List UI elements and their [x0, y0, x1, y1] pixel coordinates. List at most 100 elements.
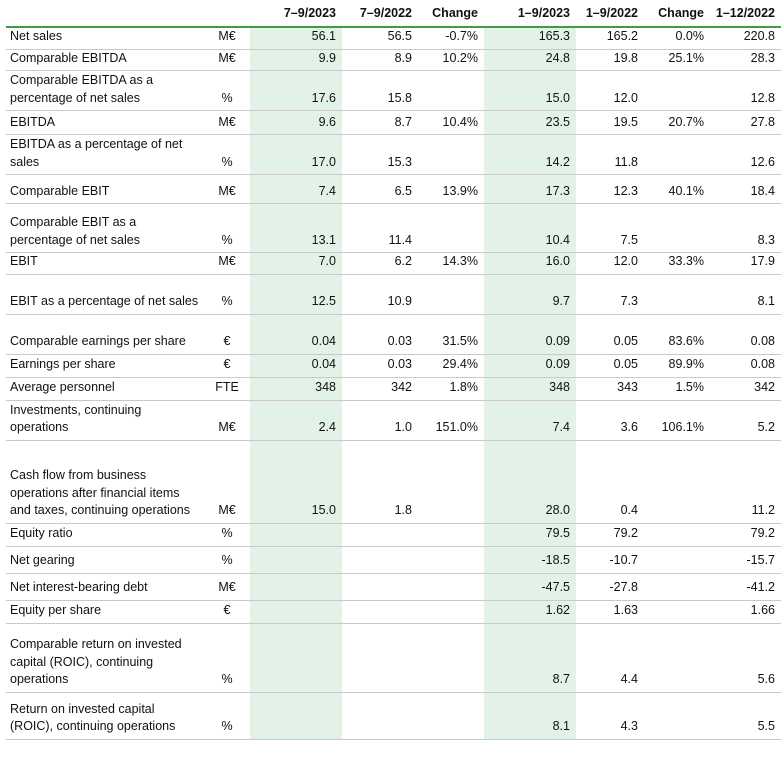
cell-fy-2022: 8.3	[710, 203, 781, 253]
row-label: Comparable EBIT as a percentage of net s…	[6, 203, 204, 253]
row-label: Cash flow from business operations after…	[6, 440, 204, 524]
cell-q3-2022: 15.3	[342, 134, 418, 175]
cell-change-q3: 29.4%	[418, 354, 484, 378]
cell-ytd-2022: 4.4	[576, 623, 644, 693]
row-label: Return on invested capital (ROIC), conti…	[6, 692, 204, 740]
cell-ytd-2023: 7.4	[484, 400, 576, 441]
cell-change-q3	[418, 440, 484, 524]
header-row: 7–9/2023 7–9/2022 Change 1–9/2023 1–9/20…	[6, 0, 781, 28]
cell-q3-2022: 8.7	[342, 110, 418, 135]
cell-fy-2022: 1.66	[710, 600, 781, 624]
table-row: EBITDA M€ 9.6 8.7 10.4% 23.5 19.5 20.7% 27.8	[6, 110, 781, 135]
cell-ytd-2023: 9.7	[484, 274, 576, 315]
table-row: Net gearing% -18.5 -10.7 -15.7	[6, 546, 781, 574]
row-label: Net sales	[6, 27, 204, 50]
cell-change-ytd: 89.9%	[644, 354, 710, 378]
cell-ytd-2022: 1.63	[576, 600, 644, 624]
header-q3-2023: 7–9/2023	[250, 0, 342, 28]
row-label: Average personnel	[6, 377, 204, 401]
cell-q3-2022: 1.8	[342, 440, 418, 524]
cell-change-q3	[418, 623, 484, 693]
cell-change-q3: 1.8%	[418, 377, 484, 401]
row-unit: €	[204, 600, 250, 624]
cell-q3-2022: 342	[342, 377, 418, 401]
cell-ytd-2023: 28.0	[484, 440, 576, 524]
cell-change-ytd	[644, 523, 710, 547]
cell-ytd-2023: 1.62	[484, 600, 576, 624]
cell-fy-2022: 27.8	[710, 110, 781, 135]
cell-fy-2022: -41.2	[710, 573, 781, 601]
cell-q3-2023: 7.0	[250, 252, 342, 275]
cell-change-q3: -0.7%	[418, 27, 484, 50]
table-row: Comparable EBITDA as a percentage of net…	[6, 70, 781, 111]
table-row: Return on invested capital (ROIC), conti…	[6, 692, 781, 740]
cell-fy-2022: 5.2	[710, 400, 781, 441]
header-fy-2022: 1–12/2022	[710, 0, 781, 28]
cell-change-q3: 10.4%	[418, 110, 484, 135]
row-unit: %	[204, 203, 250, 253]
cell-q3-2022	[342, 600, 418, 624]
header-ytd-2022: 1–9/2022	[576, 0, 644, 28]
table-row: Cash flow from business operations after…	[6, 440, 781, 524]
row-label: Comparable EBITDA	[6, 49, 204, 71]
cell-fy-2022: 8.1	[710, 274, 781, 315]
cell-fy-2022: 79.2	[710, 523, 781, 547]
row-unit: %	[204, 134, 250, 175]
cell-ytd-2022: -27.8	[576, 573, 644, 601]
cell-change-ytd: 106.1%	[644, 400, 710, 441]
row-label: Comparable earnings per share	[6, 314, 204, 355]
row-unit: €	[204, 314, 250, 355]
row-unit: M€	[204, 174, 250, 204]
cell-q3-2022: 10.9	[342, 274, 418, 315]
cell-fy-2022: 17.9	[710, 252, 781, 275]
row-unit: %	[204, 70, 250, 111]
cell-q3-2023: 2.4	[250, 400, 342, 441]
cell-fy-2022: 5.6	[710, 623, 781, 693]
cell-change-ytd	[644, 440, 710, 524]
cell-q3-2022: 6.2	[342, 252, 418, 275]
row-unit: €	[204, 354, 250, 378]
row-label: EBIT as a percentage of net sales	[6, 274, 204, 315]
row-unit: M€	[204, 573, 250, 601]
cell-ytd-2022: 0.4	[576, 440, 644, 524]
cell-q3-2022: 8.9	[342, 49, 418, 71]
cell-ytd-2022: 0.05	[576, 354, 644, 378]
row-label: EBIT	[6, 252, 204, 275]
cell-ytd-2023: -18.5	[484, 546, 576, 574]
cell-q3-2022	[342, 623, 418, 693]
table-row: Earnings per share €0.04 0.03 29.4% 0.09 0.05…	[6, 354, 781, 378]
cell-change-q3: 31.5%	[418, 314, 484, 355]
cell-q3-2023: 13.1	[250, 203, 342, 253]
cell-q3-2022	[342, 546, 418, 574]
cell-q3-2023: 9.9	[250, 49, 342, 71]
cell-fy-2022: 0.08	[710, 354, 781, 378]
cell-ytd-2023: 8.7	[484, 623, 576, 693]
cell-ytd-2023: -47.5	[484, 573, 576, 601]
cell-fy-2022: 18.4	[710, 174, 781, 204]
cell-q3-2023: 12.5	[250, 274, 342, 315]
row-unit: M€	[204, 110, 250, 135]
cell-change-q3: 151.0%	[418, 400, 484, 441]
table-row: Comparable EBIT M€ 7.4 6.5 13.9% 17.3 12.3 40.1…	[6, 174, 781, 204]
cell-q3-2023	[250, 692, 342, 740]
cell-change-q3	[418, 692, 484, 740]
cell-q3-2022	[342, 692, 418, 740]
row-unit: %	[204, 546, 250, 574]
cell-ytd-2022: 19.8	[576, 49, 644, 71]
cell-ytd-2022: 79.2	[576, 523, 644, 547]
cell-q3-2023	[250, 600, 342, 624]
row-label: EBITDA	[6, 110, 204, 135]
cell-q3-2023: 7.4	[250, 174, 342, 204]
table-row: Average personnel FTE 348 342 1.8% 348 343 1.5%…	[6, 377, 781, 401]
cell-change-ytd: 40.1%	[644, 174, 710, 204]
cell-change-ytd	[644, 203, 710, 253]
cell-q3-2023: 15.0	[250, 440, 342, 524]
cell-change-ytd: 25.1%	[644, 49, 710, 71]
cell-q3-2022: 0.03	[342, 314, 418, 355]
cell-ytd-2022: 11.8	[576, 134, 644, 175]
cell-fy-2022: 28.3	[710, 49, 781, 71]
table-row: EBIT as a percentage of net sales% 12.5 10…	[6, 274, 781, 315]
cell-ytd-2022: 3.6	[576, 400, 644, 441]
table-row: Comparable EBITDA M€ 9.9 8.9 10.2% 24.8 19.8 25…	[6, 49, 781, 71]
cell-ytd-2023: 16.0	[484, 252, 576, 275]
